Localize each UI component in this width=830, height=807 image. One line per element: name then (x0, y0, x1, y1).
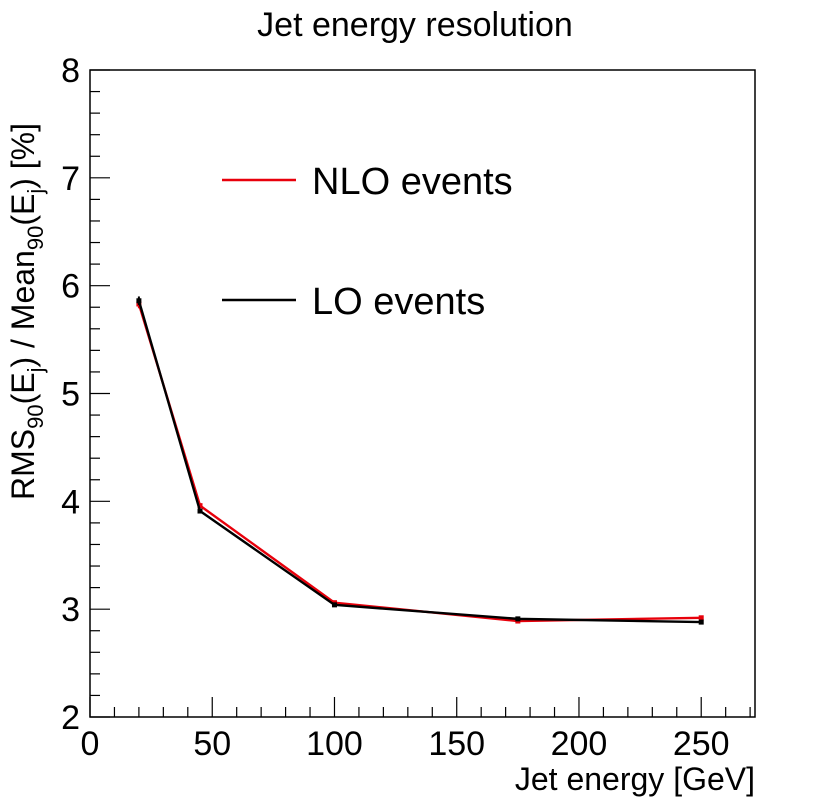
y-axis-title-subscript: 90 (23, 404, 48, 428)
legend-label: LO events (312, 281, 485, 323)
legend: NLO events LO events (222, 161, 513, 323)
y-axis-title-subscript: 90 (23, 226, 48, 250)
data-point (197, 508, 203, 514)
x-tick-label: 0 (81, 725, 100, 763)
data-point (515, 616, 521, 622)
y-axis-title-part: (E (5, 372, 41, 404)
x-axis: 0 50 100 150 200 250 (81, 697, 751, 763)
y-tick-label: 3 (61, 591, 80, 629)
y-axis-title-subscript: j (23, 368, 48, 374)
y-tick-label: 8 (61, 52, 80, 90)
series-1 (136, 299, 704, 624)
y-tick-label: 2 (61, 699, 80, 737)
series-layer (136, 296, 704, 625)
y-tick-label: 5 (61, 376, 80, 414)
y-axis-title-part: (E (5, 194, 41, 226)
y-axis-title: RMS90(Ej) / Mean90(Ej) [%] (5, 123, 48, 500)
data-point (197, 503, 203, 509)
x-tick-label: 100 (306, 725, 363, 763)
x-tick-label: 250 (673, 725, 730, 763)
series-line (137, 300, 702, 624)
series-2 (136, 296, 704, 625)
x-tick-label: 50 (193, 725, 231, 763)
chart-title: Jet energy resolution (257, 6, 573, 44)
x-axis-title: Jet energy [GeV] (515, 761, 755, 797)
data-point (698, 615, 704, 621)
y-axis-title-part: RMS (5, 429, 41, 500)
y-axis-title-subscript: j (23, 189, 48, 195)
x-tick-label: 200 (551, 725, 608, 763)
y-tick-label: 4 (61, 483, 80, 521)
legend-label: NLO events (312, 161, 513, 203)
data-point (136, 298, 142, 304)
series-line (137, 303, 702, 623)
y-axis-title-part: ) [%] (5, 123, 41, 189)
y-axis-title-part: ) / Mean (5, 250, 41, 367)
y-axis: 2 3 4 5 6 7 8 (61, 52, 110, 737)
x-tick-label: 150 (428, 725, 485, 763)
data-point (698, 619, 704, 625)
data-point (331, 602, 337, 608)
y-tick-label: 7 (61, 160, 80, 198)
y-tick-label: 6 (61, 268, 80, 306)
